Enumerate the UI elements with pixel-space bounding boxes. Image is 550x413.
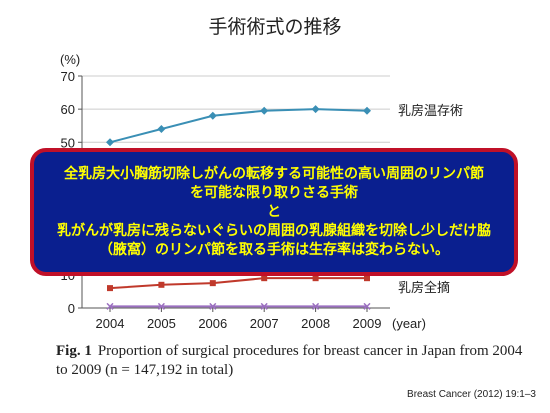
- data-point: [157, 125, 166, 134]
- overlay-line-2: を可能な限り取りさる手術: [190, 184, 358, 201]
- series-line: [109, 277, 367, 290]
- slide-title: 手術術式の推移: [208, 16, 342, 38]
- data-point: [208, 111, 217, 120]
- data-point: [158, 281, 165, 288]
- y-unit-label: (%): [60, 52, 80, 67]
- data-point: [261, 275, 268, 282]
- summary-overlay-box: 全乳房大小胸筋切除しがんの転移する可能性の高い周囲のリンパ節 を可能な限り取りさ…: [30, 148, 518, 276]
- y-tick-label: 0: [68, 301, 75, 316]
- x-tick-label: 2006: [198, 316, 227, 331]
- data-point: [363, 302, 371, 310]
- y-tick-label: 70: [61, 69, 75, 84]
- overlay-line-4: 乳がんが乳房に残らないぐらいの周囲の乳腺組織を切除し少しだけ脇: [57, 222, 491, 239]
- data-point: [312, 275, 319, 282]
- data-point: [106, 302, 114, 310]
- series-label: 乳房温存術: [398, 103, 463, 119]
- x-tick-labels: 2004 2005 2006 2007 2008 2009: [96, 308, 382, 331]
- data-point: [260, 106, 269, 115]
- data-point: [260, 302, 268, 310]
- data-point: [363, 106, 371, 115]
- series-line: [109, 108, 368, 144]
- overlay-line-3: と: [267, 203, 281, 220]
- series-3: [106, 302, 371, 310]
- y-tick-label: 60: [61, 102, 75, 117]
- overlay-line-5: （腋窩）のリンパ節を取る手術は生存率は変わらない。: [99, 241, 449, 258]
- data-point: [312, 302, 320, 310]
- series-1: 乳房温存術: [106, 103, 463, 147]
- data-point: [209, 280, 216, 287]
- x-tick-label: 2009: [353, 316, 382, 331]
- x-tick-label: 2004: [96, 316, 125, 331]
- citation-source: Breast Cancer (2012) 19:1–3: [407, 389, 536, 400]
- data-point: [209, 302, 217, 310]
- x-tick-label: 2007: [250, 316, 279, 331]
- caption-text: Proportion of surgical procedures for br…: [56, 343, 523, 378]
- x-tick-label: 2008: [301, 316, 330, 331]
- series-label: 乳房全摘: [398, 280, 450, 296]
- x-unit-label: (year): [392, 316, 426, 331]
- figure-caption: Fig. 1 Proportion of surgical procedures …: [56, 342, 536, 380]
- caption-label: Fig. 1: [56, 343, 92, 359]
- data-point: [311, 105, 320, 114]
- x-tick-label: 2005: [147, 316, 176, 331]
- overlay-line-1: 全乳房大小胸筋切除しがんの転移する可能性の高い周囲のリンパ節: [64, 165, 484, 182]
- data-point: [106, 138, 114, 147]
- series-2: 乳房全摘: [107, 275, 450, 296]
- y-tick-label: 50: [61, 135, 75, 150]
- data-point: [107, 285, 113, 292]
- data-point: [364, 275, 370, 282]
- data-point: [157, 302, 165, 310]
